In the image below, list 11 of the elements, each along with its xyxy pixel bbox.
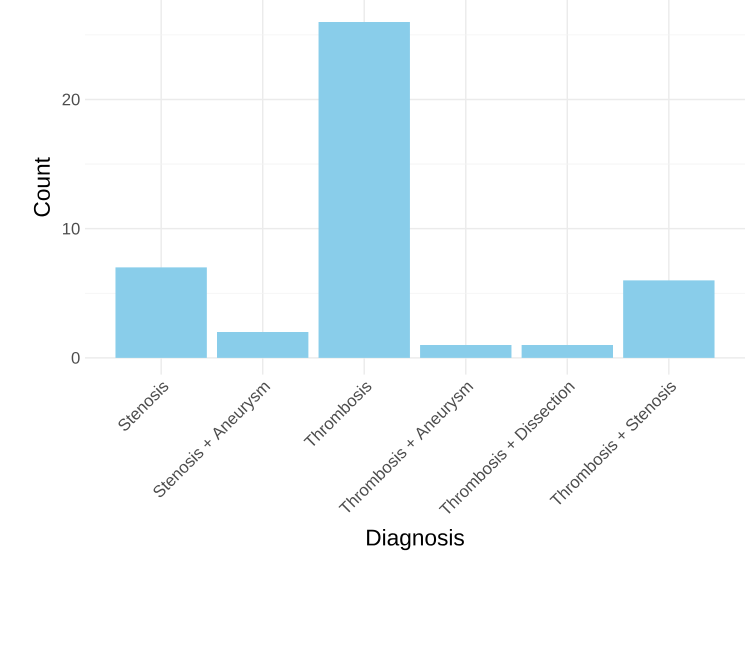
- y-tick-label: 10: [63, 222, 80, 235]
- x-axis-title: Diagnosis: [367, 528, 464, 550]
- bar: [623, 280, 715, 358]
- bar: [522, 344, 613, 358]
- bar: [217, 332, 308, 358]
- y-axis-title: Count: [34, 157, 50, 216]
- bar: [318, 22, 410, 358]
- y-tick-label: 0: [72, 352, 80, 364]
- bar: [420, 344, 512, 358]
- y-tick-label: 20: [62, 94, 80, 106]
- bar: [115, 267, 207, 358]
